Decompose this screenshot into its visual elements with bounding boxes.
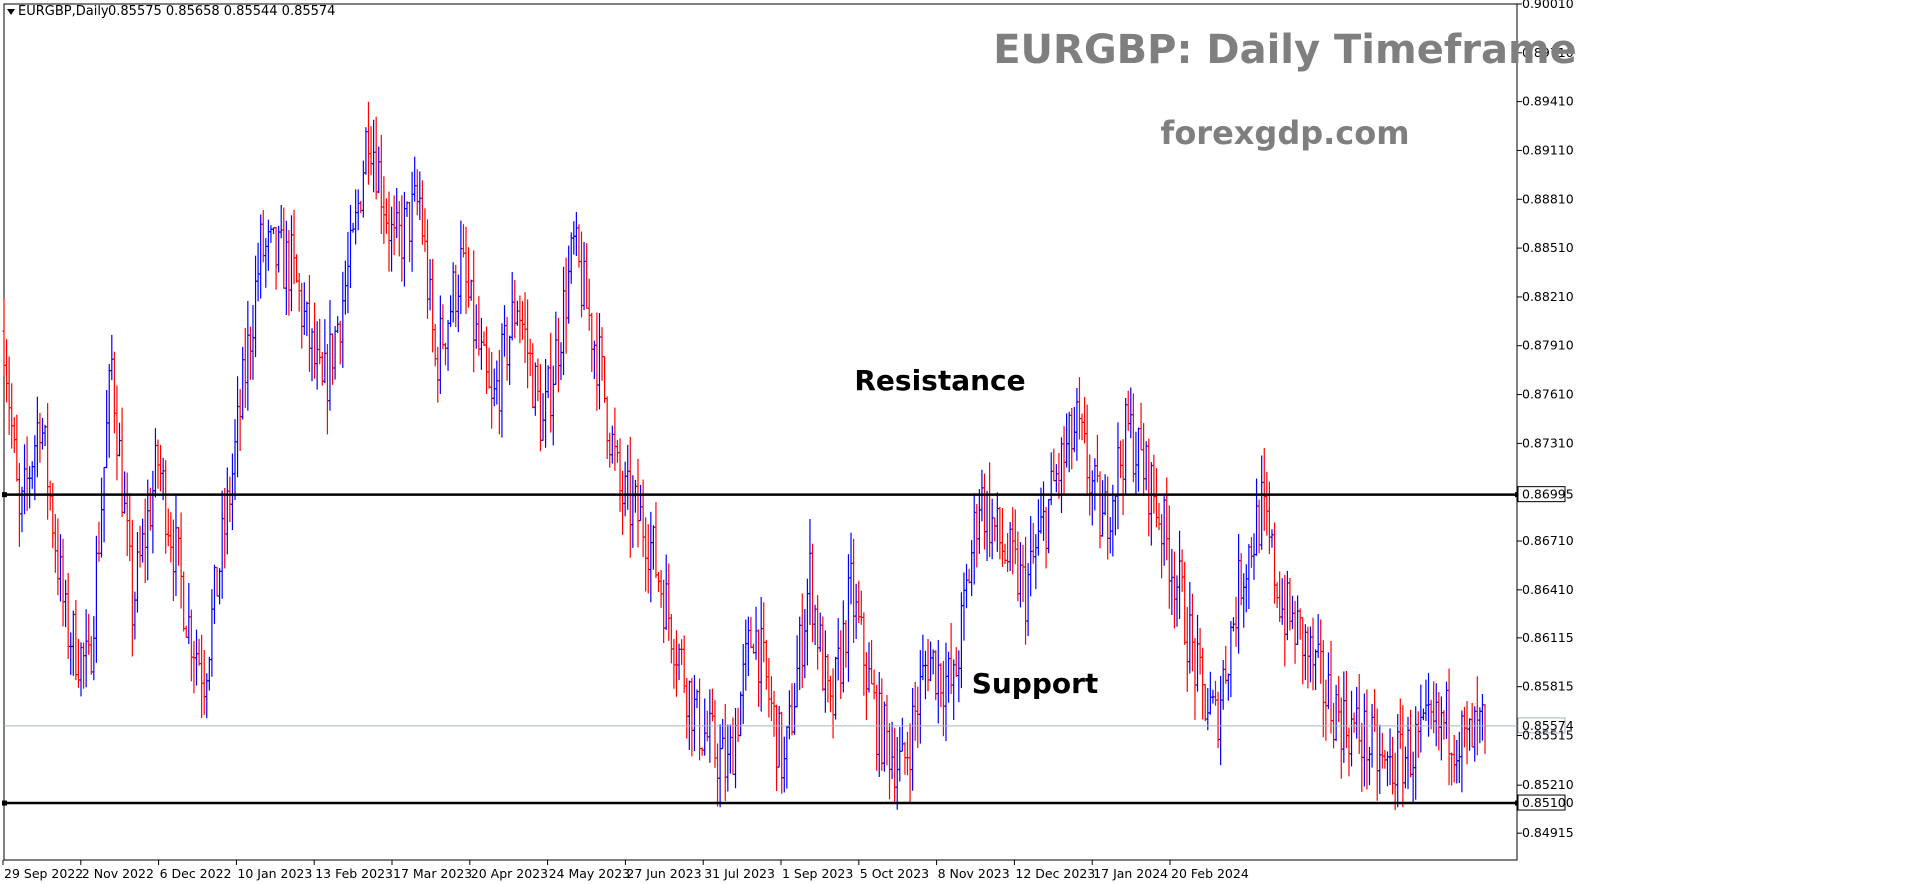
y-tick-label: 0.85574: [1522, 718, 1574, 733]
y-tick-label: 0.89710: [1522, 45, 1574, 60]
level-lines: [2, 492, 1520, 806]
y-tick-label: 0.88510: [1522, 240, 1574, 255]
x-tick-label: 12 Dec 2023: [1015, 866, 1095, 881]
y-tick-label: 0.88810: [1522, 191, 1574, 206]
ohlc-readout: 0.85575 0.85658 0.85544 0.85574: [108, 4, 335, 19]
y-tick-label: 0.87910: [1522, 338, 1574, 353]
y-tick-label: 0.86710: [1522, 533, 1574, 548]
chart-subtitle: forexgdp.com: [1160, 114, 1409, 152]
x-tick-label: 27 Jun 2023: [626, 866, 701, 881]
x-tick-label: 5 Oct 2023: [860, 866, 929, 881]
x-tick-label: 20 Feb 2024: [1171, 866, 1249, 881]
y-tick-label: 0.84915: [1522, 825, 1574, 840]
y-tick-label: 0.86410: [1522, 582, 1574, 597]
y-tick-label: 0.85100: [1522, 795, 1574, 810]
info-dropdown-icon[interactable]: [7, 9, 15, 15]
y-tick-label: 0.85515: [1522, 728, 1574, 743]
price-tag-box: [1517, 717, 1566, 734]
y-tick-label: 0.86115: [1522, 630, 1574, 645]
y-tick-label: 0.89110: [1522, 142, 1574, 157]
x-tick-label: 17 Mar 2023: [393, 866, 472, 881]
price-tag-box: [1517, 794, 1566, 811]
y-tick-label: 0.87310: [1522, 435, 1574, 450]
symbol-label: EURGBP,Daily: [18, 4, 109, 19]
resistance-line-handle[interactable]: [2, 492, 7, 498]
x-tick-label: 17 Jan 2024: [1093, 866, 1168, 881]
y-tick-label: 0.90010: [1522, 0, 1574, 11]
x-tick-label: 31 Jul 2023: [704, 866, 775, 881]
chart-title: EURGBP: Daily Timeframe: [993, 27, 1577, 73]
x-tick-label: 1 Sep 2023: [782, 866, 853, 881]
x-tick-label: 8 Nov 2023: [938, 866, 1010, 881]
plot-frame: [3, 3, 1518, 861]
x-tick-label: 24 May 2023: [549, 866, 631, 881]
support-label: Support: [972, 667, 1099, 700]
x-tick-label: 10 Jan 2023: [237, 866, 312, 881]
x-tick-label: 13 Feb 2023: [315, 866, 393, 881]
x-tick-label: 2 Nov 2022: [82, 866, 154, 881]
candlestick-series: [2, 101, 1487, 811]
y-tick-label: 0.86995: [1522, 487, 1574, 502]
support-line-handle[interactable]: [2, 800, 7, 806]
x-tick-label: 29 Sep 2022: [4, 866, 83, 881]
y-tick-label: 0.85815: [1522, 679, 1574, 694]
y-tick-label: 0.87610: [1522, 387, 1574, 402]
x-tick-label: 6 Dec 2022: [160, 866, 232, 881]
y-tick-label: 0.89410: [1522, 94, 1574, 109]
price-axis: 0.90010 0.89710 0.89410 0.89110 0.88810 0.885…: [1517, 0, 1574, 840]
resistance-label: Resistance: [854, 364, 1025, 397]
y-tick-label: 0.88210: [1522, 289, 1574, 304]
x-tick-label: 20 Apr 2023: [471, 866, 548, 881]
price-tag-box: [1517, 486, 1566, 503]
y-tick-label: 0.85210: [1522, 777, 1574, 792]
